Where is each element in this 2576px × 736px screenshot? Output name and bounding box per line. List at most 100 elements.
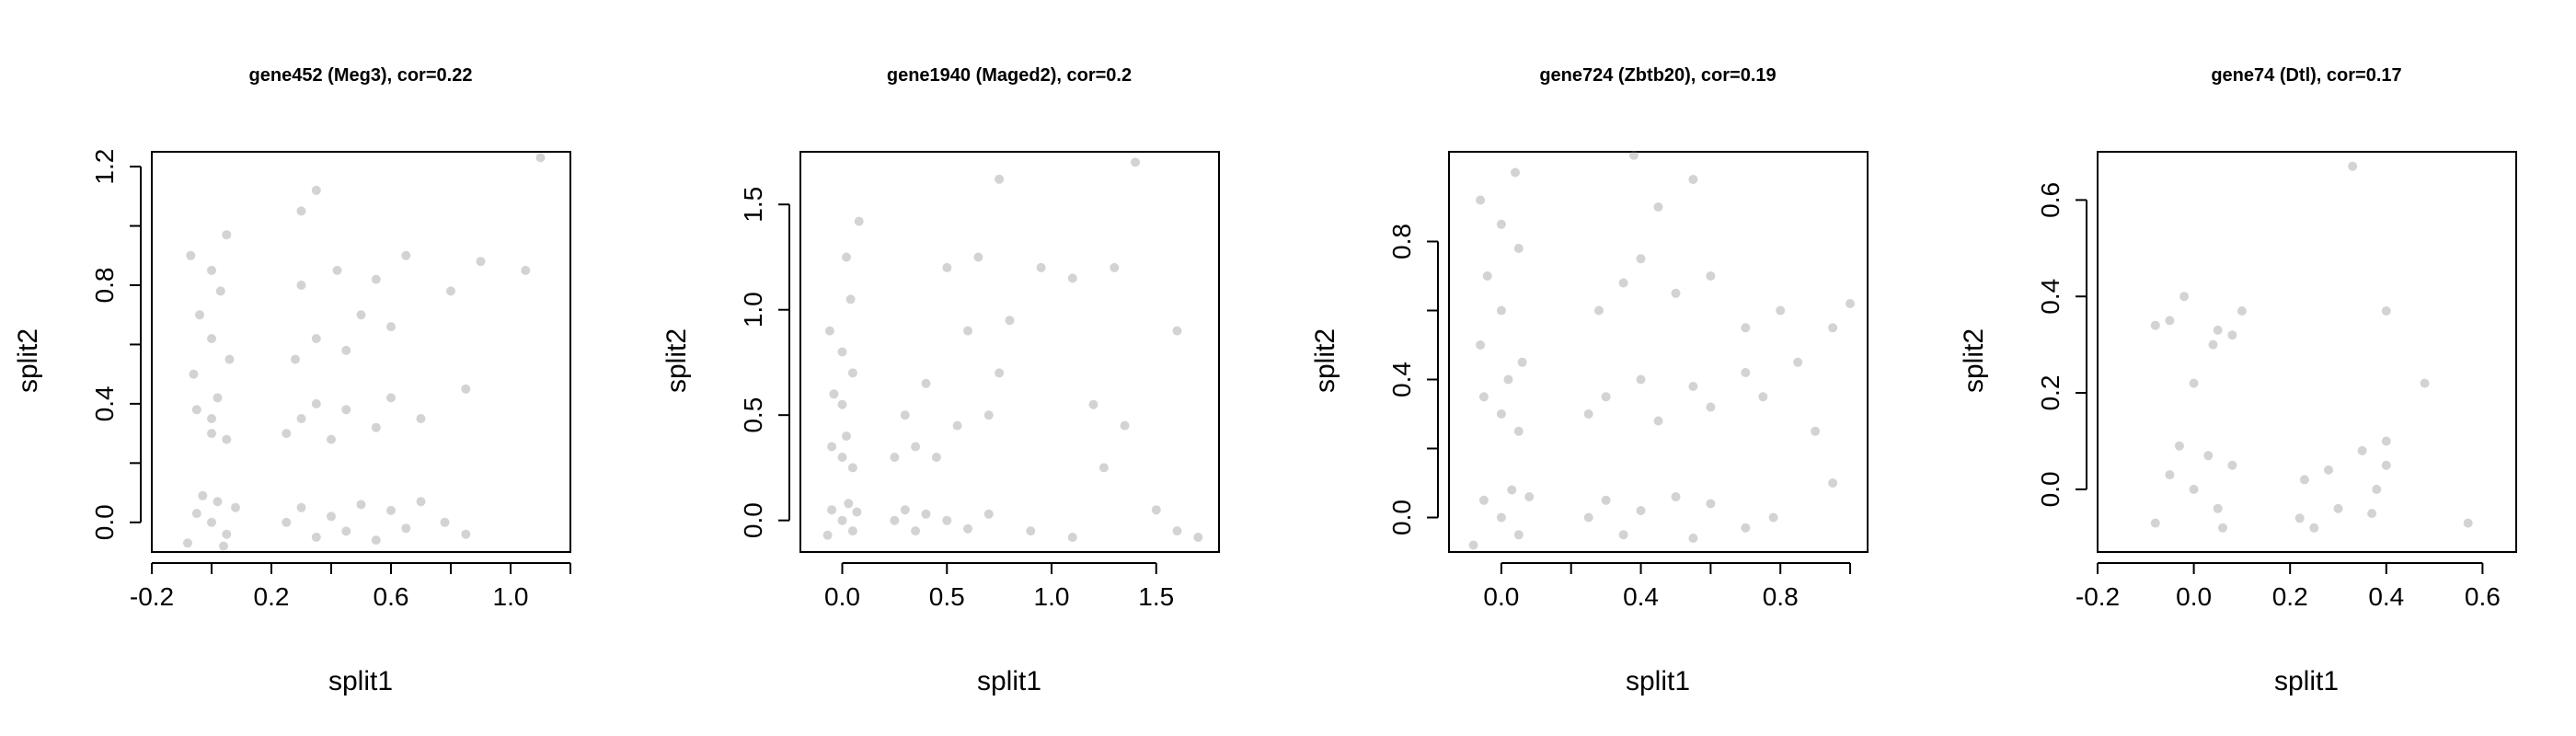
data-point xyxy=(2174,441,2184,451)
data-point xyxy=(327,512,336,522)
data-point xyxy=(1793,357,1803,367)
x-tick-label: 0.2 xyxy=(2272,582,2308,611)
data-point xyxy=(1496,409,1506,419)
data-point xyxy=(2237,306,2247,316)
data-point xyxy=(1131,157,1140,167)
data-point xyxy=(1026,526,1036,536)
data-point xyxy=(845,294,856,305)
data-point xyxy=(401,523,411,534)
x-tick-label: -0.2 xyxy=(130,582,174,611)
data-point xyxy=(2203,451,2214,461)
data-point xyxy=(341,526,351,536)
data-point xyxy=(1706,499,1716,509)
data-point xyxy=(1496,305,1506,316)
data-point xyxy=(983,509,994,519)
data-point xyxy=(2213,503,2223,513)
y-tick-label: 0.0 xyxy=(1387,500,1416,535)
data-point xyxy=(2372,484,2382,494)
plot-frame xyxy=(799,151,1220,553)
data-point xyxy=(2208,339,2218,350)
scatter-panel-4: gene74 (Dtl), cor=0.17 split1 split2 -0.… xyxy=(1959,65,2517,696)
data-point xyxy=(191,405,201,415)
x-tick-label: 0.4 xyxy=(2368,582,2404,611)
data-point xyxy=(341,345,351,355)
data-point xyxy=(207,517,216,527)
data-point xyxy=(1629,150,1639,160)
data-point xyxy=(1653,416,1663,426)
data-point xyxy=(2150,320,2160,330)
y-tick-label: 1.2 xyxy=(90,149,119,185)
data-point xyxy=(900,505,910,515)
data-point xyxy=(1120,420,1130,431)
data-point xyxy=(2294,513,2305,523)
data-point xyxy=(1583,512,1593,523)
data-point xyxy=(1636,374,1646,385)
data-point xyxy=(2381,436,2391,446)
data-point xyxy=(341,405,351,415)
data-point xyxy=(1478,392,1489,402)
x-tick-label: 0.2 xyxy=(254,582,290,611)
points xyxy=(2150,161,2473,533)
data-point xyxy=(900,410,910,420)
data-point xyxy=(844,499,854,509)
data-point xyxy=(386,505,396,515)
data-point xyxy=(1653,202,1663,212)
data-point xyxy=(1468,540,1478,550)
data-point xyxy=(1151,505,1161,515)
data-point xyxy=(1768,512,1778,523)
x-tick-label: 0.8 xyxy=(1763,582,1799,611)
data-point xyxy=(2333,503,2343,513)
data-point xyxy=(296,414,306,423)
data-point xyxy=(1478,495,1489,505)
data-point xyxy=(189,369,199,379)
data-point xyxy=(416,414,426,423)
scatter-panel-2: gene1940 (Maged2), cor=0.2 split1 split2… xyxy=(661,65,1220,696)
data-point xyxy=(1811,426,1821,436)
data-point xyxy=(371,422,381,432)
data-point xyxy=(2227,330,2237,340)
data-point xyxy=(1513,530,1524,540)
data-point xyxy=(1618,530,1628,540)
data-point xyxy=(1067,273,1077,283)
data-point xyxy=(1476,195,1486,205)
data-point xyxy=(2299,475,2309,485)
data-point xyxy=(942,515,952,525)
data-point xyxy=(824,326,834,336)
data-point xyxy=(2150,518,2160,528)
data-point xyxy=(837,347,847,357)
data-point xyxy=(222,230,232,240)
data-point xyxy=(2463,518,2473,528)
data-point xyxy=(332,265,342,275)
panel-title: gene724 (Zbtb20), cor=0.19 xyxy=(1539,65,1776,86)
data-point xyxy=(446,286,455,296)
data-point xyxy=(995,174,1005,184)
y-tick-label: 0.0 xyxy=(2036,471,2064,507)
data-point xyxy=(224,354,235,364)
data-point xyxy=(198,490,208,500)
data-point xyxy=(1706,271,1716,281)
data-point xyxy=(973,252,983,262)
x-tick-label: 1.0 xyxy=(1034,582,1070,611)
data-point xyxy=(852,507,862,517)
data-point xyxy=(1496,219,1506,229)
data-point xyxy=(1688,382,1698,391)
scatter-panel-1: gene452 (Meg3), cor=0.22 split1 split2 -… xyxy=(13,65,571,696)
data-point xyxy=(942,262,952,272)
x-axis-label: split1 xyxy=(1626,666,1690,696)
y-axis-label: split2 xyxy=(1310,328,1340,393)
data-point xyxy=(2357,445,2367,455)
data-point xyxy=(1776,305,1786,316)
data-point xyxy=(1507,485,1517,495)
data-point xyxy=(1496,512,1506,523)
y-tick-label: 0.8 xyxy=(1387,224,1416,259)
data-point xyxy=(827,505,837,515)
data-point xyxy=(847,463,857,473)
data-point xyxy=(1636,254,1646,264)
data-point xyxy=(2179,292,2190,302)
y-tick-label: 0.4 xyxy=(1387,362,1416,397)
data-point xyxy=(1636,506,1646,515)
x-tick-label: 0.0 xyxy=(1483,582,1519,611)
data-point xyxy=(911,526,921,536)
data-point xyxy=(1513,244,1524,253)
data-point xyxy=(222,434,232,444)
